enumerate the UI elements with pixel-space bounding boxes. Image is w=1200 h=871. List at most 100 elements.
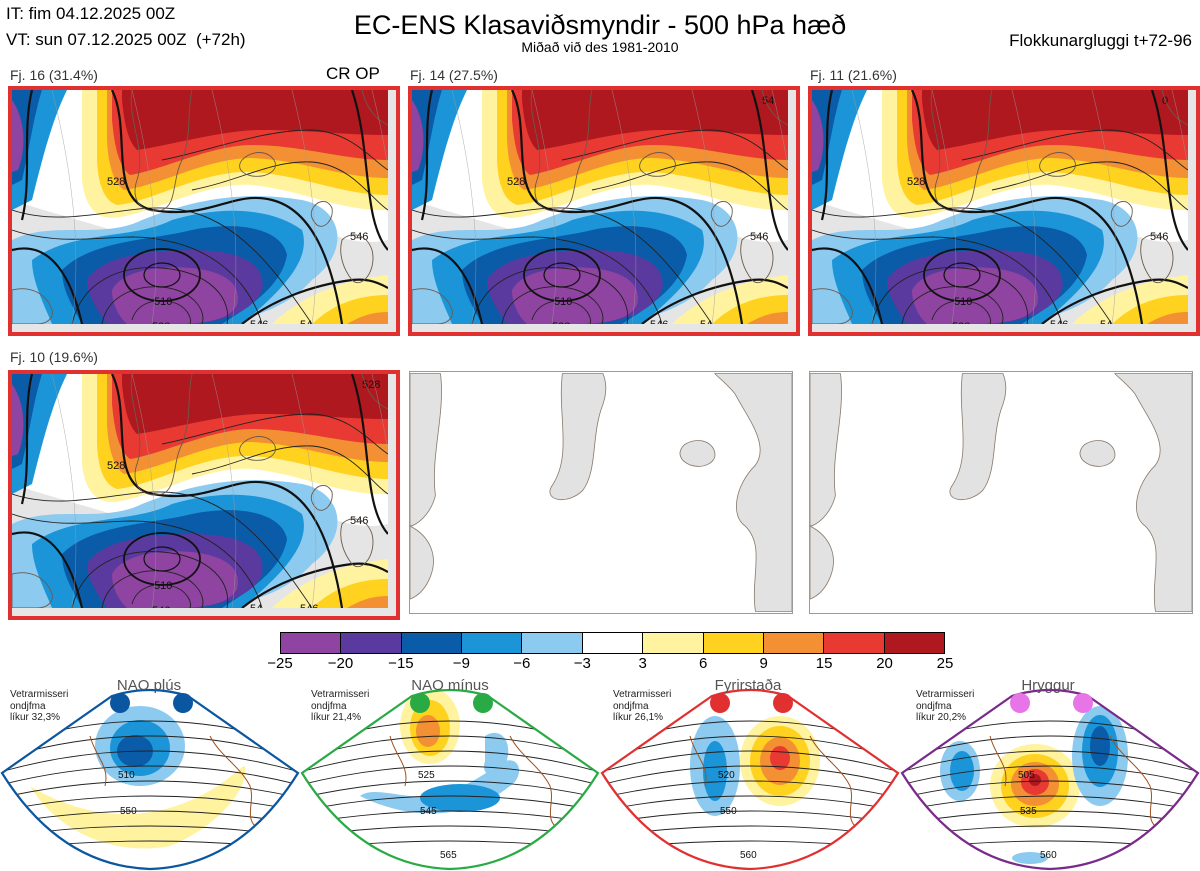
coastline xyxy=(361,374,388,410)
coastline xyxy=(689,735,856,827)
graticule-line xyxy=(771,90,788,170)
regime-contour xyxy=(302,780,598,799)
graticule-line xyxy=(51,374,77,608)
greenland-land xyxy=(549,373,607,501)
coastline xyxy=(761,90,788,126)
height-contour-bold xyxy=(511,90,744,324)
classification-window: Flokkunargluggi t+72-96 xyxy=(1009,31,1192,50)
regime-contour xyxy=(2,810,298,825)
contour-label: 528 xyxy=(152,321,170,324)
cr-op-tag: CR OP xyxy=(326,64,380,83)
field-shape xyxy=(12,100,24,172)
height-contour-bold xyxy=(750,90,788,251)
colorbar-swatch xyxy=(462,633,523,653)
regime-contour-label: 560 xyxy=(1040,850,1057,861)
height-contour xyxy=(131,584,191,608)
regime-name-blocking: Fyrirstaða xyxy=(714,677,782,694)
height-contour xyxy=(531,300,591,324)
field-shape xyxy=(747,312,788,324)
regime-contour xyxy=(602,765,898,786)
regime-dot xyxy=(1010,693,1030,713)
height-contour-bold xyxy=(20,90,34,221)
contour-label: 546 xyxy=(300,603,318,608)
graticule-line xyxy=(1091,90,1117,324)
field-shape xyxy=(122,90,388,150)
coastline xyxy=(130,374,193,496)
iceland-land xyxy=(679,440,716,467)
coastline xyxy=(389,735,556,827)
regime-ridge: 505 535 560 xyxy=(900,676,1200,871)
field-shape xyxy=(12,384,24,456)
height-contour-bold xyxy=(20,374,34,505)
regime-contour xyxy=(902,750,1198,773)
regime-frame xyxy=(900,688,1200,871)
contour-label: 546 xyxy=(1050,319,1068,324)
coastline xyxy=(1161,90,1188,126)
colorbar-swatch xyxy=(341,633,402,653)
height-contour-bold xyxy=(350,374,388,535)
coastline xyxy=(89,735,256,827)
europe-land xyxy=(1113,373,1192,612)
graticule-line xyxy=(851,90,877,324)
colorbar-tick: −6 xyxy=(513,655,531,672)
contour-label: 546 xyxy=(350,515,368,527)
low-center-contour xyxy=(523,248,601,302)
contour-label: 528 xyxy=(952,321,970,324)
height-contour-bold xyxy=(241,562,388,608)
newfoundland-land xyxy=(410,525,434,600)
colorbar-tick: 3 xyxy=(638,655,647,672)
colorbar xyxy=(280,632,945,654)
regime-contour-label: 535 xyxy=(1020,806,1037,817)
regime-contour xyxy=(902,765,1198,786)
empty-map-5 xyxy=(409,371,793,614)
graticule-line xyxy=(531,90,557,324)
height-contour xyxy=(961,129,1188,171)
field-shape xyxy=(512,267,638,324)
contour-label: 54 xyxy=(700,319,712,324)
anomaly-blob xyxy=(1012,852,1048,864)
canada-land xyxy=(810,373,842,527)
field-shape xyxy=(122,374,388,434)
height-contour-bold xyxy=(12,531,84,608)
regime-frame xyxy=(600,688,900,871)
regime-dot xyxy=(710,693,730,713)
coastline xyxy=(130,90,193,212)
low-center-contour xyxy=(143,262,181,288)
regime-contour xyxy=(2,795,298,812)
height-contour xyxy=(412,207,713,324)
contour-label: 510 xyxy=(154,580,172,592)
height-contour-bold xyxy=(12,247,84,324)
regime-contour-label: 560 xyxy=(740,850,757,861)
regime-contour xyxy=(602,735,898,760)
coastline xyxy=(930,90,993,212)
regime-name-ridge: Hryggur xyxy=(1021,677,1075,694)
height-contour xyxy=(812,229,1063,324)
regime-contour xyxy=(2,765,298,786)
coastline xyxy=(12,572,53,608)
height-contour-bold xyxy=(111,374,344,608)
cluster-map-2: 510 528 528 546 546 54 54 xyxy=(408,86,800,336)
coastline xyxy=(989,735,1156,827)
field-shape xyxy=(347,312,388,324)
height-contour-bold xyxy=(350,90,388,251)
graticule-line xyxy=(371,374,388,454)
regime-dot xyxy=(473,693,493,713)
initial-time: IT: fim 04.12.2025 00Z xyxy=(6,4,176,23)
height-contour xyxy=(812,207,1113,324)
regime-contour xyxy=(302,750,598,773)
regime-dot xyxy=(410,693,430,713)
coastline xyxy=(340,518,374,567)
field-shape xyxy=(912,267,1038,324)
regime-contour-label: 525 xyxy=(418,770,435,781)
low-center-contour xyxy=(143,546,181,572)
height-contour xyxy=(561,129,788,171)
coastline xyxy=(740,234,774,283)
regime-frame xyxy=(0,688,300,871)
contour-label: 528 xyxy=(507,176,525,188)
contour-label: 510 xyxy=(154,296,172,308)
graticule-line xyxy=(931,90,957,324)
height-contour-bold xyxy=(412,247,484,324)
regime-name-nao-plus: NAO plús xyxy=(116,677,182,694)
regime-contour xyxy=(302,795,598,812)
empty-map-6 xyxy=(809,371,1193,614)
